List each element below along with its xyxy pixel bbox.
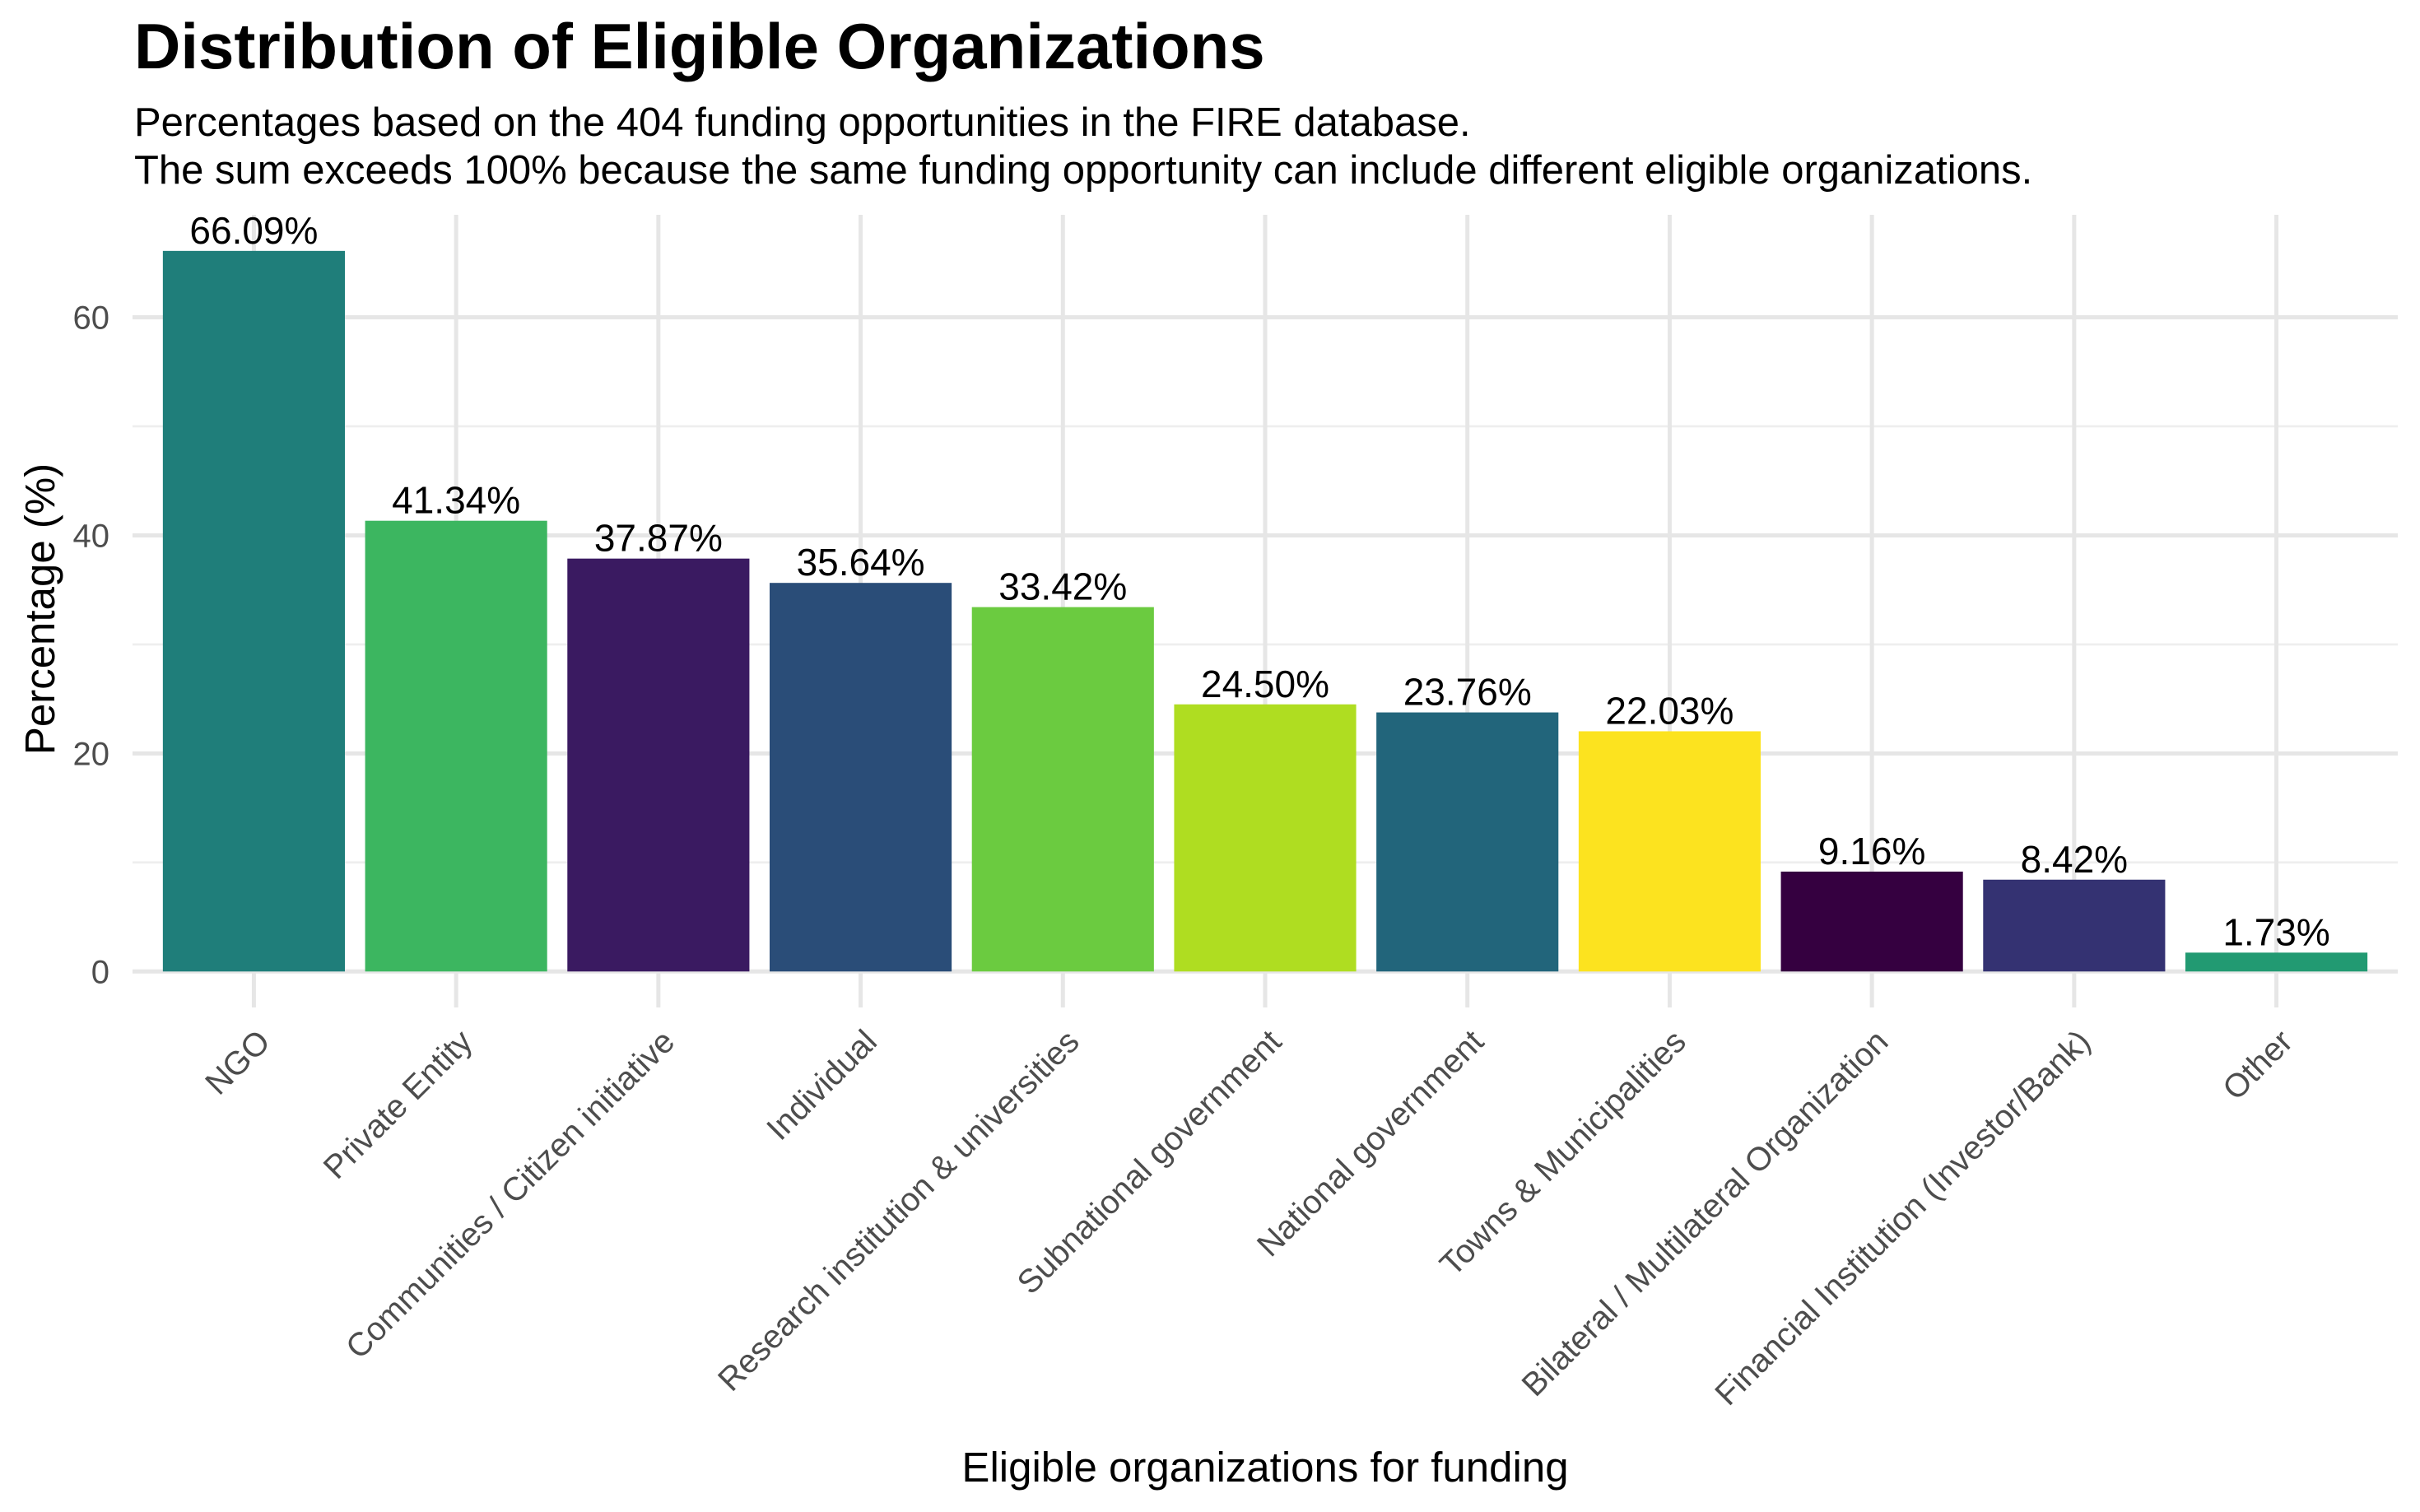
bar — [567, 558, 750, 972]
bar — [770, 583, 952, 972]
value-label: 24.50% — [1201, 663, 1329, 705]
bar — [162, 250, 345, 972]
bar — [1578, 731, 1761, 972]
bar — [971, 607, 1154, 972]
value-label: 22.03% — [1605, 689, 1734, 732]
y-tick-label: 40 — [73, 518, 110, 554]
chart-title: Distribution of Eligible Organizations — [134, 10, 1265, 82]
value-label: 23.76% — [1403, 671, 1532, 714]
bar — [1780, 871, 1963, 972]
value-label: 33.42% — [998, 565, 1127, 608]
bar — [1983, 879, 2166, 972]
value-label: 35.64% — [797, 541, 925, 584]
y-tick-label: 20 — [73, 736, 110, 772]
bar — [1376, 712, 1559, 972]
value-label: 66.09% — [189, 209, 318, 252]
value-label: 8.42% — [2021, 838, 2128, 881]
bar — [1174, 704, 1357, 972]
y-axis-title: Percentage (%) — [16, 463, 63, 755]
value-labels: 66.09% 41.34% 37.87% 35.64% 33.42% 24.50% 23.7… — [189, 209, 2329, 954]
bar — [365, 520, 547, 972]
chart-subtitle-line-1: Percentages based on the 404 funding opp… — [134, 100, 1471, 145]
chart-subtitle-line-2: The sum exceeds 100% because the same fu… — [134, 148, 2032, 193]
value-label: 41.34% — [392, 479, 520, 522]
value-label: 9.16% — [1818, 830, 1925, 872]
value-label: 1.73% — [2222, 910, 2329, 953]
bar — [2185, 952, 2368, 972]
y-tick-label: 60 — [73, 300, 110, 337]
bars — [162, 250, 2368, 972]
x-axis-title: Eligible organizations for funding — [961, 1444, 1568, 1491]
y-tick-label: 0 — [91, 954, 109, 990]
y-axis-tick-labels: 0 20 40 60 — [73, 300, 110, 991]
value-label: 37.87% — [594, 517, 723, 560]
